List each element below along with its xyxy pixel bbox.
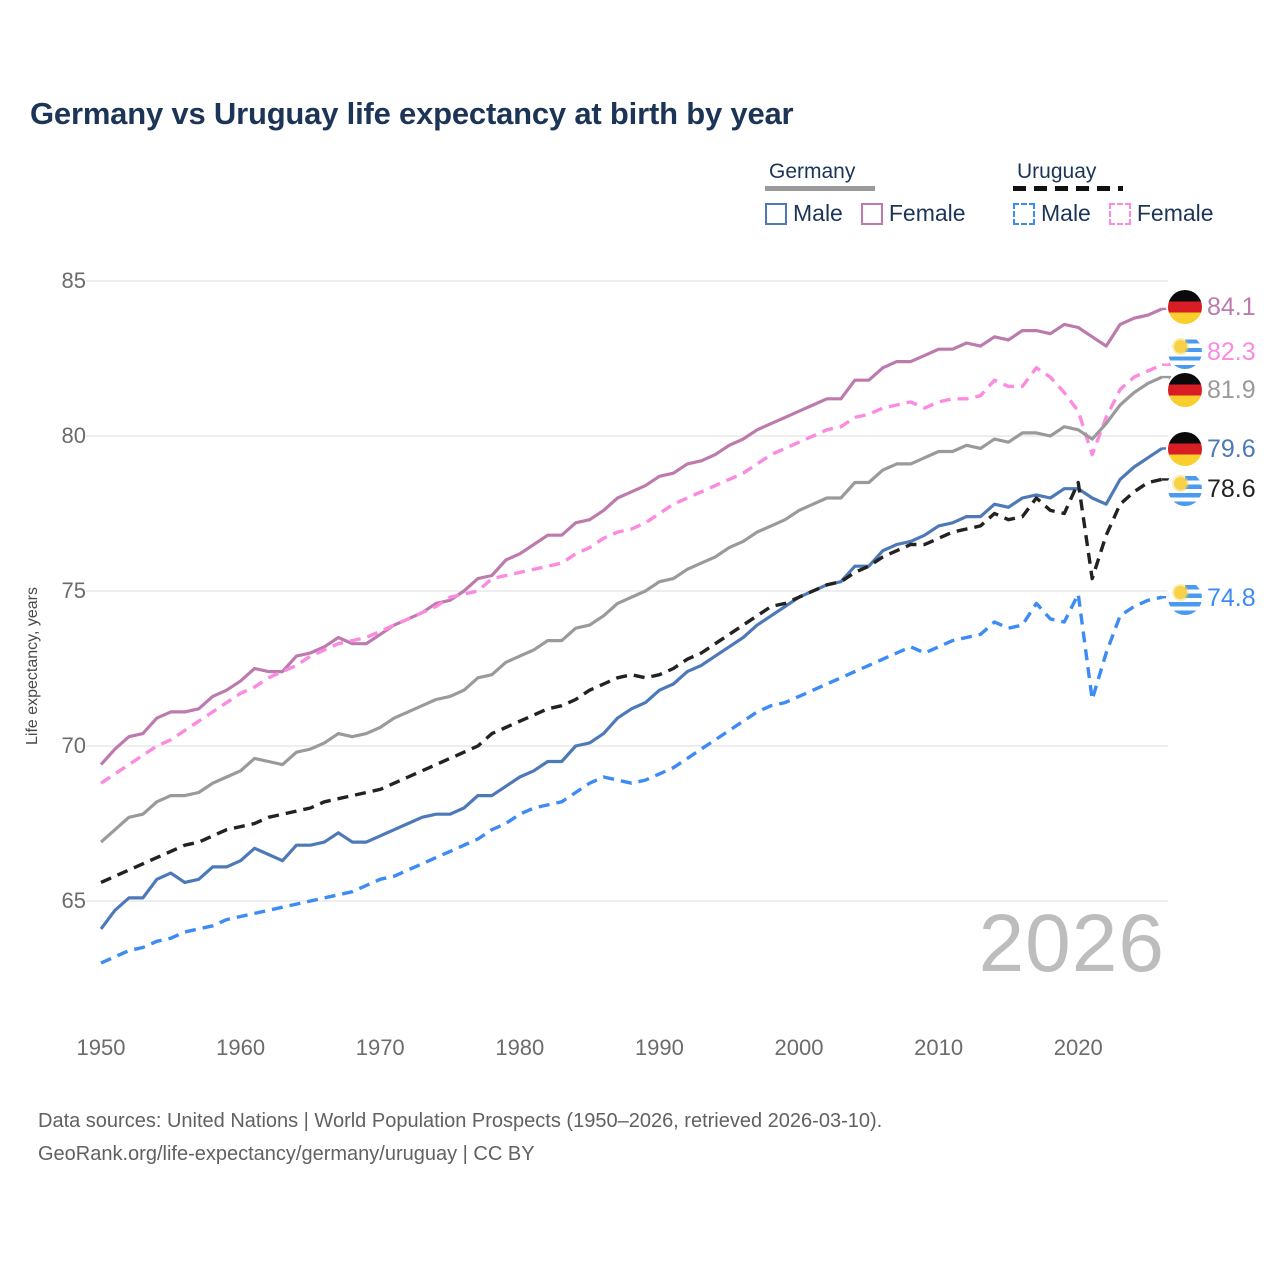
uruguay-flag-icon [1168,581,1202,615]
series-end-label: 79.6 [1168,432,1256,466]
legend-item-germany-male[interactable]: Male [765,200,843,227]
x-axis-tick-label: 1990 [634,1035,684,1060]
legend-country-rule [765,186,875,191]
series-end-label: 81.9 [1168,373,1256,407]
footer: Data sources: United Nations | World Pop… [38,1105,882,1171]
legend-group-germany: Germany Male Female [765,160,966,227]
series-line [100,363,1163,785]
y-axis-tick-label: 65 [61,888,86,913]
series-end-value: 79.6 [1207,434,1256,463]
legend-item-germany-female[interactable]: Female [860,200,966,227]
legend-item-uruguay-male[interactable]: Male [1013,200,1091,227]
y-axis-tick-label: 75 [61,578,86,603]
legend-swatch-icon [1013,202,1035,225]
footer-line-2: GeoRank.org/life-expectancy/germany/urug… [38,1143,535,1165]
series-end-value: 84.1 [1207,292,1256,321]
series-line [100,477,1163,884]
series-end-value: 81.9 [1207,375,1256,404]
page-title: Germany vs Uruguay life expectancy at bi… [30,96,794,131]
series-end-value: 82.3 [1207,337,1256,366]
germany-flag-icon [1168,373,1202,407]
x-axis-tick-label: 1970 [355,1035,405,1060]
x-axis-tick-label: 1960 [216,1035,266,1060]
x-axis-tick-label: 2020 [1053,1035,1103,1060]
y-axis-tick-label: 85 [61,268,86,293]
series-end-value: 78.6 [1207,474,1256,503]
legend-group-uruguay: Uruguay Male Female [1013,160,1214,227]
legend-swatch-icon [860,202,883,225]
germany-flag-icon [1168,432,1202,466]
series-line [99,447,1163,930]
germany-flag-icon [1168,290,1202,324]
series-line [100,592,1163,965]
uruguay-flag-icon [1168,335,1202,369]
footer-line-1: Data sources: United Nations | World Pop… [38,1110,883,1132]
legend-country-rule [1013,186,1123,191]
legend: Germany Male Female Uruguay Male [755,160,1255,240]
series-end-label: 82.3 [1168,335,1256,369]
legend-item-label: Male [1041,200,1091,226]
series-end-label: 78.6 [1168,472,1256,506]
x-axis-tick-label: 2000 [774,1035,824,1060]
y-axis-tick-label: 80 [61,423,86,448]
legend-item-label: Male [793,200,843,226]
legend-swatch-icon [765,202,787,225]
series-end-label: 84.1 [1168,290,1256,324]
legend-item-label: Female [1136,200,1214,226]
uruguay-flag-icon [1168,472,1202,506]
series-line [99,307,1163,766]
legend-item-label: Female [888,200,966,226]
x-axis-tick-label: 1980 [495,1035,545,1060]
year-watermark: 2026 [978,898,1165,989]
x-axis-tick-label: 2010 [914,1035,964,1060]
series-line [99,375,1163,844]
y-axis-tick-label: 70 [61,733,86,758]
legend-item-uruguay-female[interactable]: Female [1108,200,1214,227]
legend-swatch-icon [1108,202,1131,225]
x-axis-tick-label: 1950 [76,1035,126,1060]
legend-group-title: Uruguay [1017,160,1097,183]
legend-group-title: Germany [769,160,856,183]
series-end-label: 74.8 [1168,581,1256,615]
series-end-value: 74.8 [1207,583,1256,612]
